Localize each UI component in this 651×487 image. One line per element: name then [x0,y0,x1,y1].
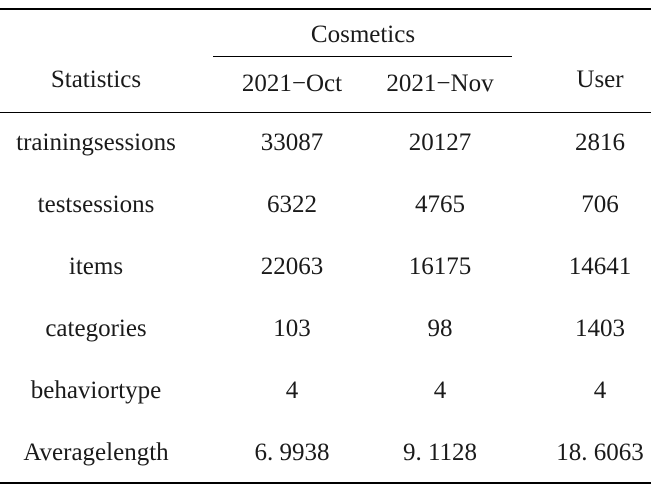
cell-user: 706 [581,191,619,218]
cell-oct: 6. 9938 [254,439,330,466]
cell-nov: 4765 [415,191,465,218]
table-header-rule [0,112,651,113]
row-label: behaviortype [30,377,162,404]
cell-oct: 4 [285,377,299,404]
row-label: categories [45,315,147,342]
cell-nov: 9. 1128 [402,439,478,466]
table-bottom-rule [0,482,651,484]
cell-user: 4 [593,377,607,404]
row-label: testsessions [37,191,155,218]
cell-nov: 4 [433,377,447,404]
column-header-statistics: Statistics [50,66,142,93]
cell-user: 2816 [575,129,625,156]
cell-nov: 98 [427,315,453,342]
column-header-nov: 2021−Nov [386,70,494,97]
column-header-user: User [576,66,624,93]
cell-user: 14641 [568,253,632,280]
column-header-oct: 2021−Oct [241,70,343,97]
cell-nov: 20127 [408,129,472,156]
group-header-cosmetics: Cosmetics [310,21,416,48]
cell-oct: 103 [273,315,311,342]
cell-oct: 6322 [267,191,317,218]
cell-user: 18. 6063 [556,439,644,466]
cell-nov: 16175 [408,253,472,280]
row-label: items [68,253,124,280]
cell-oct: 22063 [260,253,324,280]
cell-user: 1403 [575,315,625,342]
table-top-rule [0,8,651,10]
cell-oct: 33087 [260,129,324,156]
cosmetics-group-rule [213,56,512,57]
row-label: Averagelength [23,439,169,466]
row-label: trainingsessions [16,129,176,156]
